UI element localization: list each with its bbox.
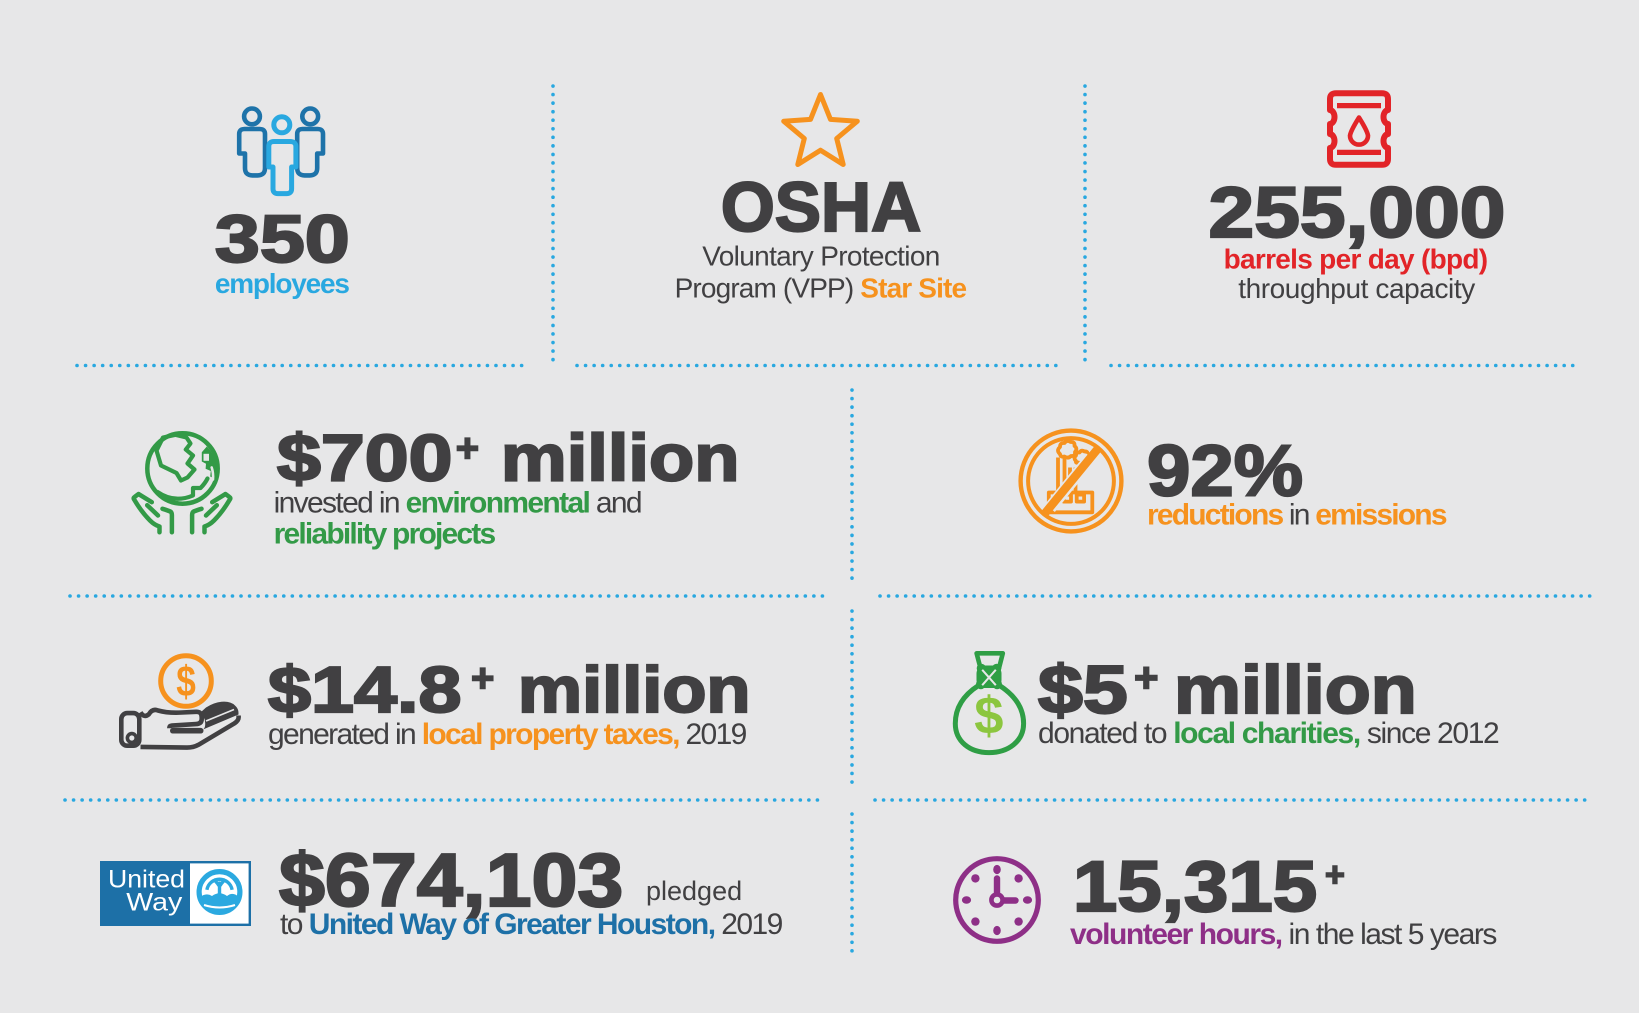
svg-text:generated in local property ta: generated in local property taxes, 2019 bbox=[268, 718, 747, 751]
svg-text:15,315: 15,315 bbox=[1073, 848, 1317, 927]
svg-text:million: million bbox=[501, 421, 740, 494]
svg-text:255,000: 255,000 bbox=[1209, 174, 1506, 253]
svg-text:350: 350 bbox=[215, 202, 350, 277]
svg-text:+: + bbox=[456, 427, 479, 471]
svg-text:$700: $700 bbox=[277, 421, 452, 495]
svg-text:$5: $5 bbox=[1038, 651, 1128, 728]
svg-text:$: $ bbox=[974, 687, 1003, 746]
svg-text:donated to local charities, si: donated to local charities, since 2012 bbox=[1038, 717, 1499, 750]
svg-text:OSHA: OSHA bbox=[721, 168, 921, 246]
svg-text:barrels per day (bpd): barrels per day (bpd) bbox=[1224, 244, 1488, 275]
svg-text:$: $ bbox=[176, 658, 196, 707]
svg-text:to United Way of Greater Houst: to United Way of Greater Houston, 2019 bbox=[280, 908, 783, 941]
svg-text:invested in environmental and: invested in environmental and bbox=[274, 486, 641, 519]
svg-text:reductions in emissions: reductions in emissions bbox=[1147, 499, 1447, 532]
svg-text:million: million bbox=[518, 653, 751, 726]
svg-text:+: + bbox=[471, 657, 494, 701]
svg-text:92%: 92% bbox=[1147, 430, 1303, 511]
svg-text:employees: employees bbox=[215, 268, 350, 299]
svg-text:pledged: pledged bbox=[646, 876, 742, 906]
svg-text:million: million bbox=[1174, 652, 1417, 728]
svg-text:United: United bbox=[108, 865, 185, 893]
svg-text:Program (VPP) Star Site: Program (VPP) Star Site bbox=[675, 272, 967, 303]
svg-text:reliability projects: reliability projects bbox=[274, 517, 496, 550]
svg-text:volunteer hours, in the last 5: volunteer hours, in the last 5 years bbox=[1070, 918, 1496, 951]
svg-text:$14.8: $14.8 bbox=[268, 654, 462, 727]
svg-text:$674,103: $674,103 bbox=[279, 838, 623, 922]
svg-text:+: + bbox=[1134, 654, 1159, 701]
svg-text:+: + bbox=[1325, 856, 1345, 894]
svg-text:Way: Way bbox=[126, 889, 182, 917]
svg-text:Voluntary Protection: Voluntary Protection bbox=[702, 240, 939, 271]
svg-text:throughput capacity: throughput capacity bbox=[1238, 273, 1475, 304]
